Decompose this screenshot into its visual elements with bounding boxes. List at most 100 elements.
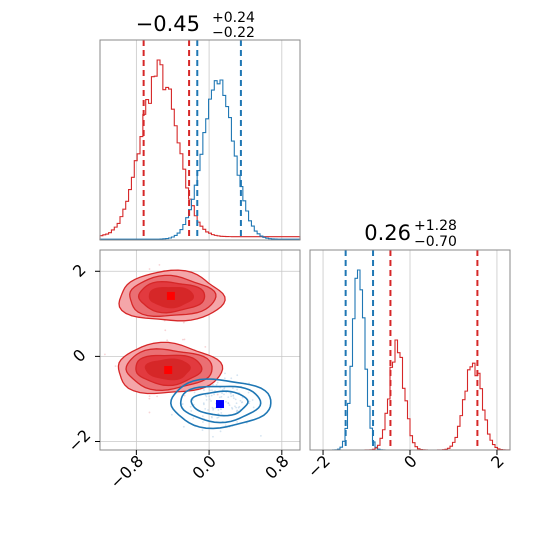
scatter-point-blue: [210, 394, 213, 397]
scatter-xtick-label: −0.8: [106, 451, 147, 492]
scatter-point-blue: [211, 389, 213, 391]
scatter-point-blue: [224, 424, 227, 427]
scatter-point-blue: [232, 394, 235, 397]
scatter-point-blue: [231, 387, 234, 390]
scatter-point-blue: [212, 407, 215, 410]
scatter-point-red: [148, 395, 151, 398]
scatter-point-blue: [227, 396, 230, 399]
scatter-point-blue: [193, 391, 196, 394]
scatter-point-blue: [220, 395, 223, 398]
scatter-point-blue: [220, 412, 223, 414]
scatter-ytick-label: 2: [69, 260, 90, 281]
scatter-point-blue: [241, 401, 244, 403]
scatter-point-blue: [213, 393, 215, 396]
scatter-point-blue: [248, 400, 251, 403]
scatter-point-blue: [207, 409, 210, 411]
scatter-point-blue: [211, 416, 213, 419]
scatter-point-red: [158, 264, 161, 266]
top-title-sub: −0.22: [212, 25, 255, 41]
scatter-point-blue: [232, 397, 235, 399]
scatter-contour-blue: [190, 390, 249, 417]
scatter-point-blue: [223, 393, 225, 396]
scatter-point-red: [216, 393, 219, 396]
scatter-contour-blue: [169, 378, 272, 430]
scatter-point-blue: [248, 402, 251, 405]
scatter-point-blue: [208, 395, 211, 398]
scatter-point-red: [103, 353, 106, 356]
scatter-point-blue: [204, 407, 207, 410]
scatter-point-blue: [223, 377, 226, 380]
scatter-point-blue: [247, 391, 250, 394]
scatter-point-blue: [215, 383, 218, 386]
scatter-point-red: [156, 395, 159, 398]
scatter-point-blue: [251, 399, 254, 401]
scatter-point-blue: [212, 435, 214, 438]
scatter-point-blue: [170, 413, 173, 416]
scatter-point-blue: [218, 396, 221, 399]
scatter-ytick-label: 0: [69, 345, 90, 366]
scatter-point-blue: [230, 395, 233, 398]
right-title-sup: +1.28: [414, 218, 457, 234]
right-title-sub: −0.70: [414, 234, 457, 250]
scatter-point-blue: [201, 415, 204, 418]
scatter-panel: −0.8 0.0 0.8 2 0 −2: [64, 249, 301, 492]
scatter-yticks: 2 0 −2: [64, 260, 100, 456]
right-xtick-label: 0: [400, 451, 421, 472]
scatter-point-blue: [217, 416, 220, 419]
scatter-point-blue: [189, 405, 192, 408]
scatter-xtick-label: 0.8: [261, 451, 292, 482]
scatter-point-red: [166, 339, 169, 342]
scatter-point-blue: [236, 374, 239, 377]
scatter-marker-red_marker: [164, 366, 173, 374]
scatter-contour-blue: [179, 385, 262, 424]
scatter-point-blue: [223, 387, 226, 390]
scatter-point-blue: [259, 434, 262, 437]
scatter-point-blue: [219, 430, 222, 433]
right-hist-panel: 0.26 +1.28 −0.70 −2 0 2: [304, 218, 511, 482]
top-hist-panel: −0.45 +0.24 −0.22: [99, 10, 301, 241]
scatter-point-blue: [192, 417, 195, 420]
scatter-point-blue: [227, 402, 230, 405]
scatter-point-red: [204, 346, 207, 348]
top-hist-red-series: [99, 59, 301, 240]
scatter-point-blue: [236, 410, 239, 412]
scatter-xticks: −0.8 0.0 0.8: [106, 450, 293, 492]
right-xtick-label: −2: [304, 451, 334, 481]
scatter-point-blue: [202, 402, 205, 405]
top-hist-frame: [99, 39, 301, 241]
scatter-point-blue: [219, 408, 222, 411]
scatter-frame: [99, 249, 301, 451]
right-xtick-label: 2: [487, 451, 508, 472]
scatter-point-blue: [210, 400, 212, 402]
scatter-point-blue: [221, 392, 223, 395]
scatter-point-blue: [239, 399, 242, 402]
top-hist-blue-series: [99, 79, 301, 240]
scatter-point-blue: [217, 409, 220, 411]
scatter-point-blue: [224, 372, 226, 375]
scatter-xtick-label: 0.0: [188, 451, 219, 482]
scatter-point-blue: [182, 425, 185, 428]
scatter-point-blue: [234, 405, 236, 408]
scatter-point-blue: [231, 406, 233, 409]
scatter-point-blue: [228, 404, 231, 407]
scatter-point-blue: [241, 396, 244, 399]
scatter-point-blue: [234, 398, 237, 401]
scatter-marker-blue_marker: [216, 400, 224, 409]
scatter-point-blue: [235, 402, 238, 405]
scatter-point-blue: [252, 406, 255, 409]
scatter-point-red: [164, 329, 167, 332]
right-hist-grid: [322, 250, 498, 450]
scatter-ytick-label: −2: [64, 426, 94, 456]
scatter-point-blue: [237, 406, 240, 409]
top-title-value: −0.45: [136, 12, 200, 36]
scatter-point-blue: [209, 389, 211, 392]
scatter-point-red: [183, 338, 186, 341]
scatter-point-red: [183, 394, 186, 397]
scatter-point-red: [148, 268, 151, 270]
top-hist-marks: [99, 40, 301, 240]
scatter-point-red: [148, 411, 151, 414]
scatter-point-red: [182, 321, 185, 324]
scatter-point-blue: [230, 392, 232, 395]
scatter-point-blue: [216, 381, 219, 384]
scatter-point-blue: [201, 429, 204, 432]
